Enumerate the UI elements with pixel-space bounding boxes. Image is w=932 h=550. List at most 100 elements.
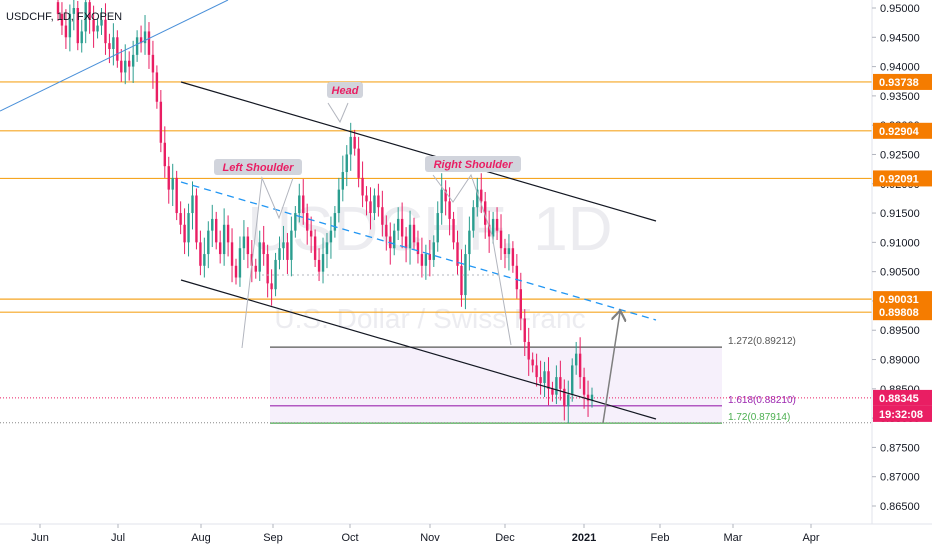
candle (211, 204, 214, 248)
candle (131, 40, 135, 83)
candle (377, 183, 380, 217)
candle (274, 252, 277, 297)
candle (262, 225, 265, 266)
candle (582, 367, 586, 409)
sr-level-label: 0.90031 (873, 291, 932, 308)
candle (175, 170, 178, 221)
candle (440, 173, 443, 225)
watermark-description: U.S. Dollar / Swiss Franc (274, 303, 585, 334)
candle (381, 190, 384, 237)
candle (333, 206, 337, 238)
candle (369, 187, 372, 230)
annotation-head[interactable]: Head (327, 82, 363, 98)
candle (80, 19, 83, 53)
target-arrow[interactable] (602, 312, 620, 424)
candle (460, 249, 463, 307)
candle (535, 353, 538, 387)
candle (96, 18, 99, 39)
candle (345, 145, 348, 187)
candle (306, 203, 309, 245)
candle (246, 227, 250, 269)
svg-text:0.90031: 0.90031 (879, 294, 919, 306)
channel-lower-line[interactable] (180, 279, 657, 420)
countdown-label: 19:32:08 (873, 405, 932, 422)
candle (420, 237, 424, 278)
price-tick: 0.89500 (880, 325, 920, 337)
candle (258, 230, 261, 282)
candle (254, 258, 257, 279)
candle (234, 258, 238, 285)
time-axis[interactable]: Jun Jul Aug Sep Oct Nov Dec 2021 Feb Mar Apr (31, 524, 820, 544)
price-tick: 0.87000 (880, 472, 920, 484)
candle (56, 0, 60, 21)
candle (511, 241, 515, 273)
candle (590, 387, 594, 408)
channel-upper-line[interactable] (180, 81, 657, 222)
time-tick: Dec (495, 532, 515, 544)
candle (563, 379, 566, 421)
candle (215, 211, 218, 250)
candle (578, 337, 582, 389)
candle (408, 210, 412, 265)
time-tick: Mar (724, 532, 743, 544)
candle (128, 51, 131, 81)
candle (373, 188, 376, 221)
candle (60, 2, 64, 35)
right-shoulder-lines (432, 173, 512, 346)
candle (100, 8, 103, 35)
candle (92, 5, 95, 48)
channel-midline[interactable] (180, 181, 657, 321)
fib-levels: 1.272(0.89212) 1.618(0.88210) 1.72(0.87914… (0, 336, 872, 424)
candle (476, 177, 479, 217)
candle (523, 309, 526, 357)
candle (555, 365, 558, 405)
candle (452, 211, 455, 250)
sr-level-label: 0.93738 (873, 73, 932, 90)
candle (464, 244, 467, 310)
fib-level-label: 1.618(0.88210) (728, 395, 796, 406)
candle (151, 40, 155, 89)
annotation-right-shoulder[interactable]: Right Shoulder (425, 156, 521, 172)
time-tick: Apr (802, 532, 819, 544)
left-shoulder-lines (241, 176, 294, 349)
candle (480, 173, 483, 214)
candle (199, 230, 202, 276)
candle (278, 236, 281, 270)
candle (124, 44, 127, 85)
candle (337, 177, 341, 223)
candle (507, 234, 511, 271)
candle (468, 216, 471, 271)
svg-text:19:32:08: 19:32:08 (879, 409, 923, 421)
candle (222, 208, 226, 266)
candle (365, 186, 368, 216)
annotation-head-text: Head (332, 85, 359, 97)
candle (309, 216, 313, 253)
candle (238, 236, 242, 287)
price-tick: 0.91000 (880, 237, 920, 249)
candle (207, 221, 210, 269)
svg-text:0.92091: 0.92091 (879, 173, 919, 185)
candle (349, 122, 352, 171)
fib-zone (270, 348, 722, 424)
time-tick: Nov (420, 532, 440, 544)
candle (76, 0, 79, 51)
candle (393, 223, 396, 256)
price-tick: 0.94000 (880, 62, 920, 74)
annotation-left-shoulder-text: Left Shoulder (223, 162, 295, 174)
candle (499, 214, 503, 260)
chart-title: USDCHF, 1D, FXOPEN (6, 11, 122, 23)
price-tick: 0.91500 (880, 208, 920, 220)
candle (242, 220, 246, 260)
candle (444, 180, 447, 216)
candle (361, 161, 364, 208)
price-tick: 0.94500 (880, 32, 920, 44)
uptrend-line[interactable] (0, 0, 229, 112)
annotation-left-shoulder[interactable]: Left Shoulder (214, 159, 302, 175)
candle (353, 129, 356, 156)
candle (72, 0, 76, 31)
candle (167, 156, 170, 204)
candle (112, 23, 115, 66)
candle (163, 126, 166, 178)
fib-level-label: 1.272(0.89212) (728, 336, 796, 347)
